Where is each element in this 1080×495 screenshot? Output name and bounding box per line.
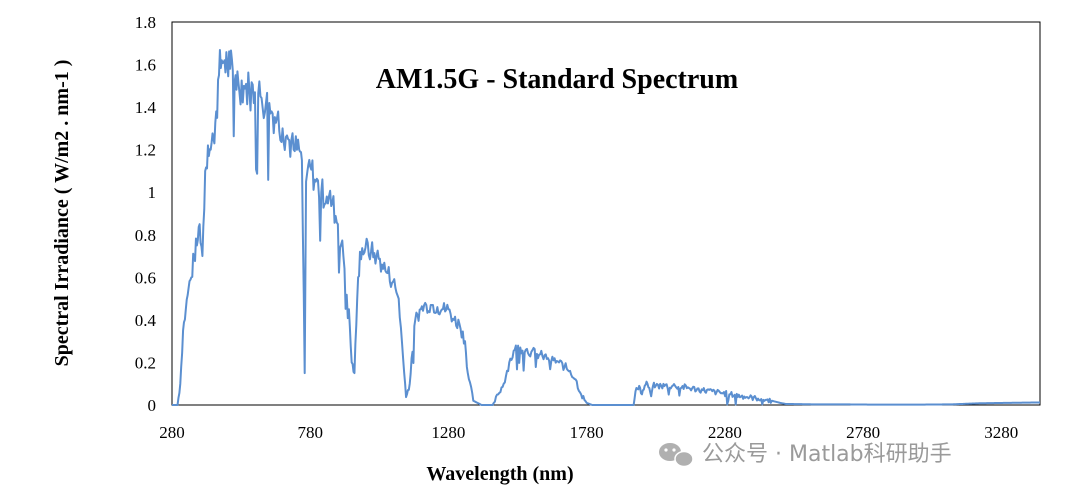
y-tick-label: 0.6 bbox=[135, 268, 156, 287]
y-tick-label: 1.4 bbox=[135, 98, 157, 117]
y-tick-label: 0.2 bbox=[135, 353, 156, 372]
plot-area-frame bbox=[171, 21, 1041, 406]
watermark: 公众号 · Matlab科研助手 bbox=[659, 442, 952, 468]
y-axis-label: Spectral Irradiance ( W/m2 . nm-1 ) bbox=[51, 60, 73, 367]
y-tick-label: 1.6 bbox=[135, 56, 156, 75]
x-tick-label: 3280 bbox=[984, 423, 1018, 442]
x-tick-label: 2280 bbox=[708, 423, 742, 442]
x-tick-label: 1780 bbox=[570, 423, 604, 442]
y-tick-label: 1.8 bbox=[135, 13, 156, 32]
series-line-am15g bbox=[172, 49, 1041, 406]
chart-title: AM1.5G - Standard Spectrum bbox=[376, 64, 738, 95]
x-tick-label: 780 bbox=[297, 423, 323, 442]
y-tick-label: 1.2 bbox=[135, 141, 156, 160]
x-tick-labels: 280 780 1280 1780 2280 2780 3280 bbox=[159, 423, 1018, 442]
x-tick-label: 280 bbox=[159, 423, 185, 442]
x-tick-label: 2780 bbox=[846, 423, 880, 442]
y-tick-label: 0.4 bbox=[135, 311, 157, 330]
x-tick-label: 1280 bbox=[431, 423, 465, 442]
watermark-text: 公众号 · Matlab科研助手 bbox=[702, 442, 952, 467]
y-tick-label: 0.8 bbox=[135, 226, 156, 245]
x-axis-label: Wavelength (nm) bbox=[426, 463, 573, 485]
y-tick-labels: 0 0.2 0.4 0.6 0.8 1 1.2 1.4 1.6 1.8 bbox=[135, 13, 157, 415]
wechat-icon bbox=[659, 443, 694, 468]
y-tick-label: 1 bbox=[148, 183, 157, 202]
y-tick-label: 0 bbox=[148, 396, 157, 415]
